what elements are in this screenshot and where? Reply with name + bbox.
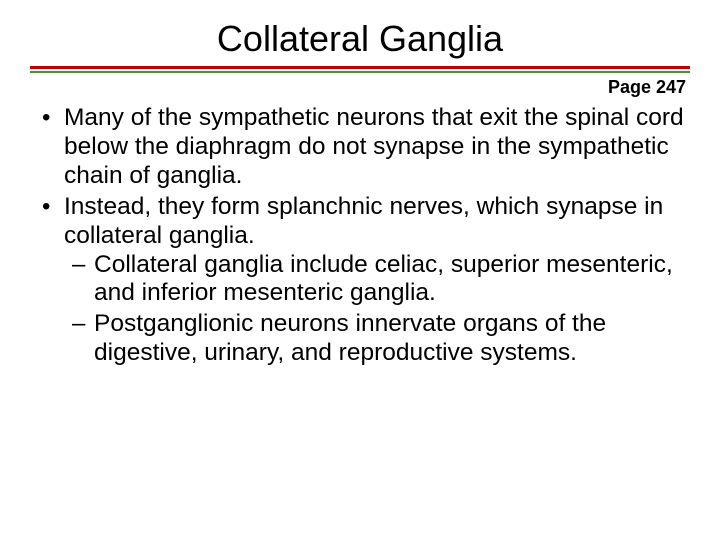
bullet-text: Collateral ganglia include celiac, super… (94, 251, 673, 307)
list-item: Instead, they form splanchnic nerves, wh… (64, 193, 690, 368)
divider-bottom-line (30, 71, 690, 73)
bullet-text: Instead, they form splanchnic nerves, wh… (64, 193, 663, 249)
page-reference: Page 247 (30, 77, 686, 98)
slide-title: Collateral Ganglia (30, 18, 690, 60)
divider-top-line (30, 66, 690, 69)
list-item: Postganglionic neurons innervate organs … (94, 310, 690, 368)
sub-bullet-list: Collateral ganglia include celiac, super… (64, 251, 690, 369)
slide: Collateral Ganglia Page 247 Many of the … (0, 0, 720, 540)
slide-body: Many of the sympathetic neurons that exi… (30, 104, 690, 368)
bullet-text: Postganglionic neurons innervate organs … (94, 310, 606, 366)
bullet-text: Many of the sympathetic neurons that exi… (64, 104, 684, 189)
title-divider (30, 66, 690, 73)
list-item: Many of the sympathetic neurons that exi… (64, 104, 690, 191)
list-item: Collateral ganglia include celiac, super… (94, 251, 690, 309)
bullet-list: Many of the sympathetic neurons that exi… (30, 104, 690, 368)
